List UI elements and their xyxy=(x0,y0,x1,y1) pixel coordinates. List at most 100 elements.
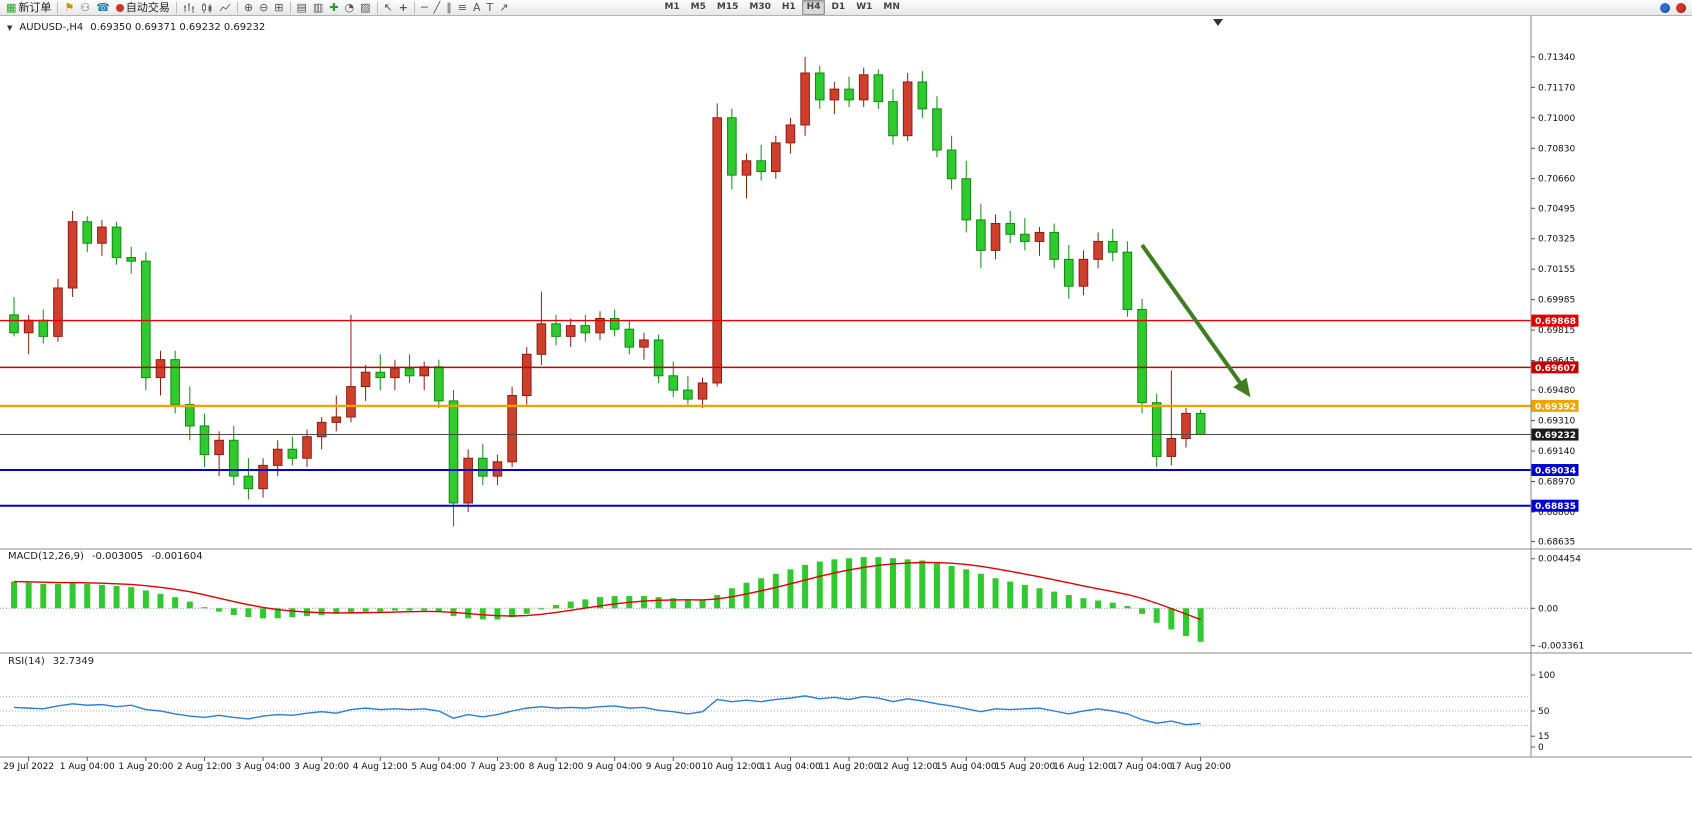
time-tick-label: 11 Aug 04:00 xyxy=(760,762,821,772)
arrow-tool-button[interactable]: ↗ xyxy=(496,0,511,15)
macd-signal-value: -0.001604 xyxy=(151,551,203,562)
trendline-tool-button[interactable]: ╱ xyxy=(431,0,444,15)
time-tick-label: 4 Aug 12:00 xyxy=(353,762,408,772)
chart-menu-icon[interactable]: ▼ xyxy=(7,23,13,32)
price-tick-label: 0.71000 xyxy=(1538,114,1575,124)
label-tool-icon: T xyxy=(486,1,494,14)
indicators-icon: ✚ xyxy=(329,1,339,14)
price-tick-label: 0.69140 xyxy=(1538,447,1575,457)
crosshair-icon: + xyxy=(398,1,408,14)
time-tick-label: 2 Aug 12:00 xyxy=(177,762,232,772)
time-tick-label: 29 Jul 2022 xyxy=(3,762,54,772)
indicators-button[interactable]: ✚ xyxy=(326,0,341,15)
time-tick-label: 9 Aug 04:00 xyxy=(587,762,642,772)
text-tool-button[interactable]: A xyxy=(470,0,484,15)
autotrading-button[interactable]: 自动交易 xyxy=(113,0,173,15)
zoom-out-button[interactable]: ⊖ xyxy=(256,0,271,15)
timeframe-mn-button[interactable]: MN xyxy=(883,2,900,12)
panel-separators[interactable] xyxy=(0,16,1692,758)
connection-status-icon xyxy=(1660,2,1670,13)
price-tick-label: 0.70325 xyxy=(1538,235,1575,245)
chart-profiles-button[interactable]: ▥ xyxy=(310,0,326,15)
horizontal-line-objects[interactable] xyxy=(0,319,1531,507)
timeframe-m30-button[interactable]: M30 xyxy=(749,2,771,12)
toolbar-separator xyxy=(376,1,378,14)
community-button[interactable]: ⚇ xyxy=(77,0,93,15)
timeframe-d1-button[interactable]: D1 xyxy=(831,2,846,12)
time-tick-label: 15 Aug 20:00 xyxy=(995,762,1056,772)
time-tick-label: 10 Aug 12:00 xyxy=(702,762,763,772)
crosshair-tool-button[interactable]: + xyxy=(396,0,411,15)
price-tick-label: 0.70155 xyxy=(1538,265,1575,275)
new-order-button[interactable]: ▦ 新订单 xyxy=(3,0,54,15)
indicator-axes: 0.004454 0.00 -0.003361 100 50 150 xyxy=(1531,555,1584,753)
macd-axis-label: 0.004454 xyxy=(1538,555,1581,565)
fibonacci-tool-button[interactable]: ≡ xyxy=(455,0,470,15)
toolbar-separator xyxy=(57,1,59,14)
channel-icon: ∥ xyxy=(446,1,452,14)
text-tool-icon: A xyxy=(472,1,481,14)
support-button[interactable]: ☎ xyxy=(93,0,113,15)
tile-windows-icon: ⊞ xyxy=(274,1,284,14)
time-tick-label: 3 Aug 04:00 xyxy=(236,762,291,772)
price-label-box-0.69607 xyxy=(1531,361,1579,374)
templates-button[interactable]: ▨ xyxy=(357,0,373,15)
price-tick-label: 0.68635 xyxy=(1538,538,1575,548)
tile-windows-button[interactable]: ⊞ xyxy=(271,0,286,15)
new-order-icon: ▦ xyxy=(6,1,17,14)
time-axis[interactable]: 29 Jul 2022 1 Aug 04:00 1 Aug 20:00 2 Aug 1… xyxy=(3,757,1231,772)
rsi-label: RSI(14) 32.7349 xyxy=(8,656,94,667)
time-tick-label: 8 Aug 12:00 xyxy=(529,762,584,772)
candlestick-series[interactable] xyxy=(9,56,1206,527)
chart-symbol-period: AUDUSD-,H4 xyxy=(19,22,84,33)
price-tick-label: 0.70830 xyxy=(1538,144,1575,154)
price-label-box-0.69232 xyxy=(1531,428,1579,441)
line-chart-icon xyxy=(219,2,231,14)
time-tick-label: 3 Aug 20:00 xyxy=(294,762,349,772)
timeframe-group: M1 M5 M15 M30 H1 H4 D1 W1 MN xyxy=(659,0,904,15)
new-chart-button[interactable]: ▤ xyxy=(294,0,310,15)
timeframe-h4-button[interactable]: H4 xyxy=(801,0,826,15)
timeframe-w1-button[interactable]: W1 xyxy=(856,2,873,12)
chart-shift-marker[interactable] xyxy=(1213,19,1223,26)
rsi-axis-label: 15 xyxy=(1538,732,1549,742)
horizontal-line-tool-button[interactable]: ─ xyxy=(418,0,431,15)
cursor-tool-button[interactable]: ↖ xyxy=(381,0,396,15)
support-icon: ☎ xyxy=(96,1,110,14)
price-tick-label: 0.69310 xyxy=(1538,417,1575,427)
rsi-line xyxy=(13,695,1201,726)
timeframe-m15-button[interactable]: M15 xyxy=(716,2,739,12)
trend-arrow-annotation[interactable] xyxy=(1140,243,1251,398)
channel-tool-button[interactable]: ∥ xyxy=(443,0,455,15)
time-tick-label: 16 Aug 12:00 xyxy=(1053,762,1114,772)
toolbar-separator xyxy=(289,1,291,14)
timeframe-m5-button[interactable]: M5 xyxy=(690,2,706,12)
price-label-box-0.69868 xyxy=(1531,314,1579,327)
macd-name: MACD(12,26,9) xyxy=(8,551,84,562)
alerts-button[interactable]: ⚑ xyxy=(61,0,77,15)
price-label-text: 0.69868 xyxy=(1535,317,1576,327)
time-tick-label: 7 Aug 23:00 xyxy=(470,762,525,772)
rsi-value: 32.7349 xyxy=(52,656,95,667)
clock-icon: ◔ xyxy=(344,1,355,14)
bar-chart-mode-button[interactable] xyxy=(180,0,198,15)
chart-profiles-icon: ▥ xyxy=(312,1,324,14)
macd-main-value: -0.003005 xyxy=(91,551,144,562)
timeframe-h1-button[interactable]: H1 xyxy=(781,2,796,12)
time-tick-label: 15 Aug 04:00 xyxy=(936,762,997,772)
main-toolbar: ▦ 新订单 ⚑ ⚇ ☎ 自动交易 ⊕ ⊖ ⊞ ▤ ▥ ✚ ◔ ▨ ↖ + ─ ╱… xyxy=(0,0,1692,16)
period-button[interactable]: ◔ xyxy=(342,0,358,15)
cursor-icon: ↖ xyxy=(383,1,393,14)
zoom-in-button[interactable]: ⊕ xyxy=(241,0,256,15)
candlestick-icon xyxy=(201,2,213,14)
toolbar-separator xyxy=(414,1,415,14)
time-tick-label: 5 Aug 04:00 xyxy=(411,762,466,772)
label-tool-button[interactable]: T xyxy=(484,0,497,15)
price-axis[interactable]: 0.71340 0.71170 0.71000 0.70830 0.70660 0.704… xyxy=(1531,53,1579,548)
price-label-text: 0.69034 xyxy=(1535,467,1576,477)
macd-signal-line xyxy=(13,561,1201,621)
line-chart-mode-button[interactable] xyxy=(216,0,234,15)
candlestick-mode-button[interactable] xyxy=(198,0,216,15)
timeframe-m1-button[interactable]: M1 xyxy=(664,2,680,12)
